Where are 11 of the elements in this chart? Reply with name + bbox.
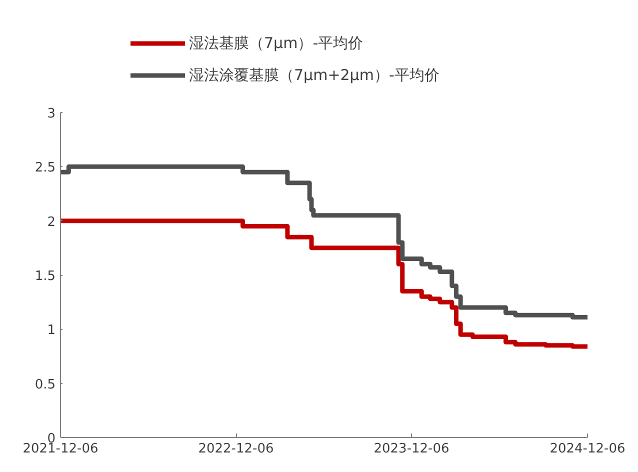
- y-tick-label: 2: [47, 214, 56, 230]
- x-tick-label: 2024-12-06: [550, 442, 626, 456]
- legend-label: 湿法涂覆基膜（7μm+2μm）-平均价: [189, 66, 440, 84]
- y-tick-label: 1: [47, 323, 56, 338]
- y-tick-label: 2.5: [34, 160, 56, 176]
- x-tick-label: 2023-12-06: [374, 442, 450, 456]
- x-tick-label: 2022-12-06: [198, 442, 274, 456]
- y-tick-label: 0.5: [34, 377, 56, 392]
- y-tick-label: 3: [47, 106, 56, 122]
- legend-label: 湿法基膜（7μm）-平均价: [189, 34, 364, 52]
- y-tick-label: 1.5: [34, 269, 56, 284]
